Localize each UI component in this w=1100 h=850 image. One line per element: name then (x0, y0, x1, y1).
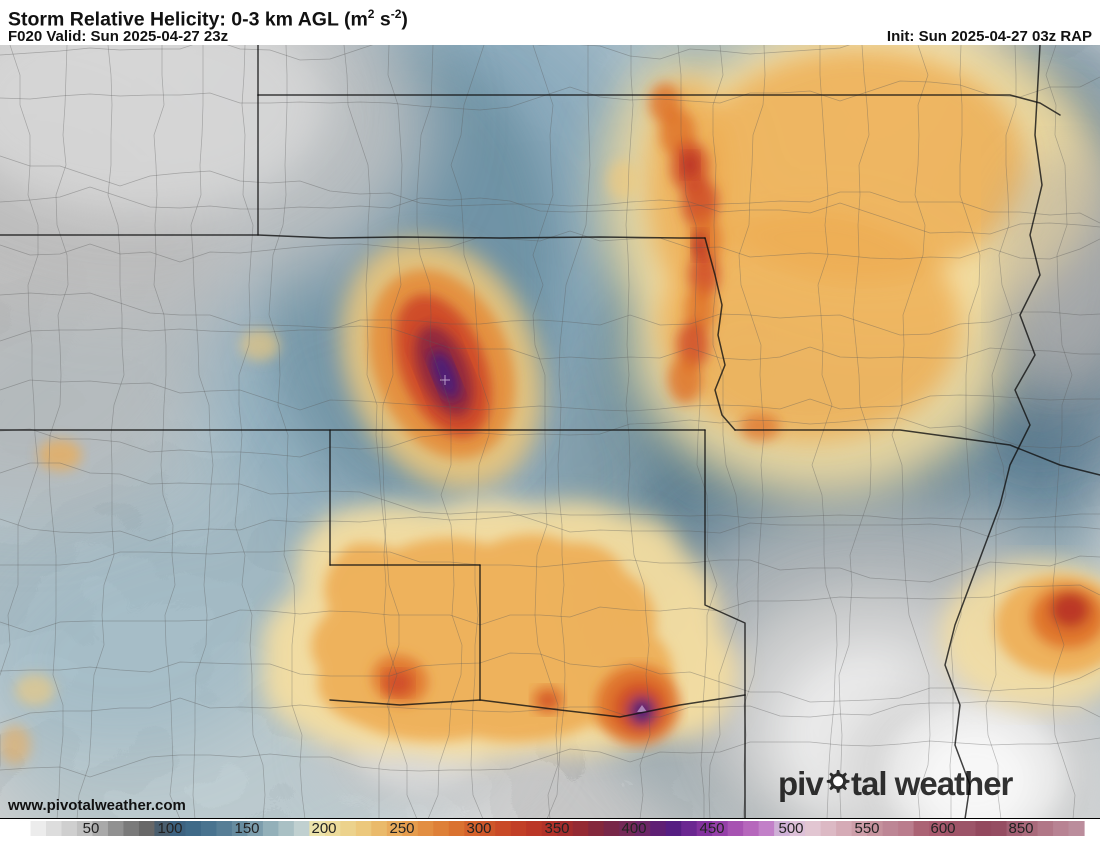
svg-text:250: 250 (389, 820, 414, 837)
svg-text:400: 400 (621, 820, 646, 837)
svg-text:600: 600 (930, 820, 955, 837)
svg-text:550: 550 (854, 820, 879, 837)
svg-text:tal weather: tal weather (851, 765, 1014, 802)
svg-text:150: 150 (234, 820, 259, 837)
svg-text:100: 100 (157, 820, 182, 837)
svg-text:piv: piv (778, 765, 824, 802)
svg-text:300: 300 (466, 820, 491, 837)
svg-text:50: 50 (83, 820, 100, 837)
svg-text:200: 200 (311, 820, 336, 837)
svg-text:500: 500 (778, 820, 803, 837)
svg-text:450: 450 (699, 820, 724, 837)
svg-text:850: 850 (1008, 820, 1033, 837)
svg-text:350: 350 (544, 820, 569, 837)
